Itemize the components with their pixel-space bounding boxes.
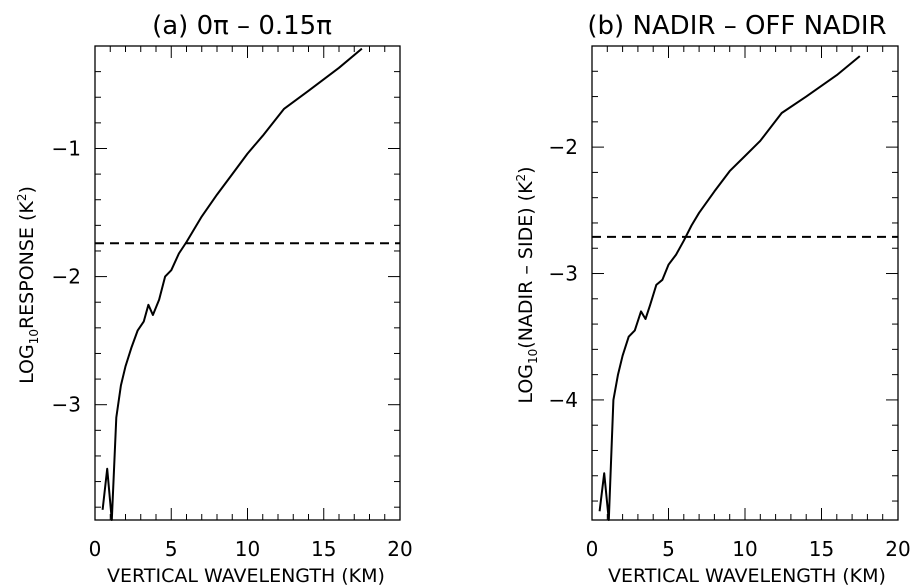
panel-a-y-axis-label-sub: 10 xyxy=(27,329,41,344)
panel-b-y-axis-label-post: (NADIR – SIDE) (K xyxy=(515,181,537,349)
panel-a-x-tick-label: 0 xyxy=(89,537,102,561)
panel-a-y-tick-label: −2 xyxy=(52,265,81,289)
panel-a-x-tick-label: 20 xyxy=(387,537,412,561)
panel-a-y-tick-labels: −3 −2 −1 xyxy=(52,136,81,416)
panel-b-axes-frame xyxy=(591,45,899,521)
panel-b-x-axis-label: VERTICAL WAVELENGTH (KM) xyxy=(608,565,886,587)
panel-a-major-ticks xyxy=(94,46,401,520)
panel-b-y-axis-label-end: ) xyxy=(515,166,537,173)
panel-b-x-tick-label: 10 xyxy=(732,537,757,561)
panel-b-x-tick-labels: 0 5 10 15 20 xyxy=(586,537,911,561)
panel-b-y-tick-label: −2 xyxy=(549,135,578,159)
panel-a-x-axis-label: VERTICAL WAVELENGTH (KM) xyxy=(107,565,385,587)
panel-a-y-axis-label-post: RESPONSE (K xyxy=(16,201,38,329)
panel-b-y-tick-label: −4 xyxy=(549,388,578,412)
panel-b-y-axis-label-sup: 2 xyxy=(514,174,528,182)
panel-b-y-axis-label-pre: LOG xyxy=(515,364,537,404)
panel-a-x-tick-label: 15 xyxy=(311,537,336,561)
panel-a-y-tick-label: −3 xyxy=(52,393,81,417)
panel-b-minor-ticks xyxy=(592,45,898,520)
panel-a: 0 5 10 15 20 −3 −2 −1 (a) 0π – 0.15π VERTICAL … xyxy=(15,11,413,587)
panel-b-major-ticks xyxy=(591,46,899,520)
panel-a-response-line xyxy=(101,47,363,521)
panel-b-x-tick-label: 0 xyxy=(586,537,599,561)
panel-b-response-line xyxy=(598,55,861,521)
panel-b-y-tick-label: −3 xyxy=(549,262,578,286)
panel-a-y-tick-label: −1 xyxy=(52,136,81,160)
panel-b-series xyxy=(592,55,898,521)
panel-a-x-tick-label: 10 xyxy=(235,537,260,561)
panel-b: 0 5 10 15 20 −4 −3 −2 (b) NADIR – OFF NADIR VE… xyxy=(514,11,911,587)
panel-b-y-axis-label: LOG10(NADIR – SIDE) (K2) xyxy=(514,166,540,403)
panel-a-minor-ticks xyxy=(95,45,400,520)
panel-a-axes-frame xyxy=(94,45,401,521)
panel-b-y-tick-labels: −4 −3 −2 xyxy=(549,135,578,412)
panel-a-y-axis-label: LOG10RESPONSE (K2) xyxy=(15,186,41,384)
panel-a-y-axis-label-sup: 2 xyxy=(15,194,29,202)
panel-a-y-axis-label-pre: LOG xyxy=(16,344,38,384)
panel-a-x-tick-label: 5 xyxy=(165,537,178,561)
panel-b-title: (b) NADIR – OFF NADIR xyxy=(587,11,886,41)
panel-b-plot-border xyxy=(591,45,899,521)
panel-a-plot-border xyxy=(94,45,401,521)
panel-b-x-tick-label: 20 xyxy=(885,537,910,561)
panel-b-x-tick-label: 15 xyxy=(809,537,834,561)
panel-a-title: (a) 0π – 0.15π xyxy=(152,11,332,41)
panel-a-series xyxy=(95,47,400,521)
panel-b-x-tick-label: 5 xyxy=(662,537,675,561)
panel-a-x-tick-labels: 0 5 10 15 20 xyxy=(89,537,413,561)
panel-b-y-axis-label-sub: 10 xyxy=(526,349,540,364)
panel-a-y-axis-label-end: ) xyxy=(16,186,38,193)
